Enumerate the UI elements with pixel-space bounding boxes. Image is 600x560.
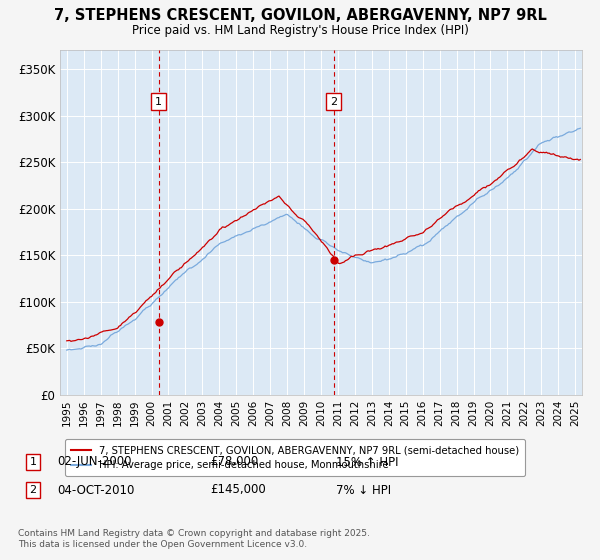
Text: Price paid vs. HM Land Registry's House Price Index (HPI): Price paid vs. HM Land Registry's House … [131, 24, 469, 36]
Text: 15% ↑ HPI: 15% ↑ HPI [336, 455, 398, 469]
Text: 1: 1 [155, 96, 162, 106]
Text: Contains HM Land Registry data © Crown copyright and database right 2025.
This d: Contains HM Land Registry data © Crown c… [18, 529, 370, 549]
Text: 04-OCT-2010: 04-OCT-2010 [57, 483, 134, 497]
Text: 2: 2 [330, 96, 337, 106]
Text: 1: 1 [29, 457, 37, 467]
Text: 7, STEPHENS CRESCENT, GOVILON, ABERGAVENNY, NP7 9RL: 7, STEPHENS CRESCENT, GOVILON, ABERGAVEN… [53, 8, 547, 24]
Text: 2: 2 [29, 485, 37, 495]
Text: 7% ↓ HPI: 7% ↓ HPI [336, 483, 391, 497]
Text: 02-JUN-2000: 02-JUN-2000 [57, 455, 131, 469]
Legend: 7, STEPHENS CRESCENT, GOVILON, ABERGAVENNY, NP7 9RL (semi-detached house), HPI: : 7, STEPHENS CRESCENT, GOVILON, ABERGAVEN… [65, 440, 525, 477]
Text: £145,000: £145,000 [210, 483, 266, 497]
Text: £78,000: £78,000 [210, 455, 258, 469]
